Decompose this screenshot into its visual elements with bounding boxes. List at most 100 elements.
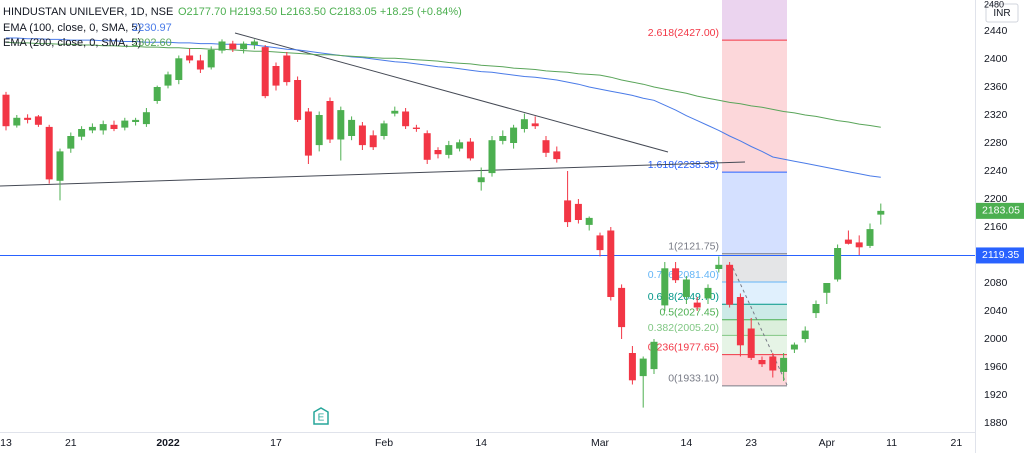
candle-body (337, 110, 345, 140)
candle-body (2, 94, 10, 127)
candle-body (391, 110, 399, 114)
ema-line (5, 41, 881, 128)
candle-body (142, 112, 150, 125)
candle-body (758, 360, 766, 365)
candle-body (358, 125, 366, 146)
candle-body (121, 120, 129, 128)
legend-entry: EMA (100, close, 0, SMA, 5) (3, 22, 141, 34)
candle-body (261, 47, 269, 97)
candle-body (531, 123, 539, 127)
fib-level-label: 2.618(2427.00) (648, 27, 719, 39)
candle-body (240, 43, 248, 50)
candle-body (520, 119, 528, 129)
candle-body (855, 242, 863, 248)
candle-body (294, 80, 302, 120)
candle-body (67, 136, 75, 149)
candle-body (348, 119, 356, 136)
fib-level-label: 0(1933.10) (668, 373, 719, 385)
candle-body (153, 87, 161, 101)
candle-body (196, 60, 204, 70)
legend-entry: EMA (200, close, 0, SMA, 5) (3, 37, 141, 49)
x-tick-label: 14 (681, 437, 693, 449)
fib-level-label: 0.236(1977.65) (648, 341, 719, 353)
y-tick-label: 2080 (984, 277, 1008, 289)
candle-body (488, 140, 496, 174)
ema-line (6, 37, 881, 178)
candle-body (704, 287, 712, 299)
x-tick-label: Mar (591, 437, 610, 449)
fib-zone-above (722, 0, 787, 41)
fib-level-label: 0.786(2081.40) (648, 269, 719, 281)
candle-body (218, 41, 226, 51)
candle-body (13, 117, 21, 126)
fib-level-label: 1(2121.75) (668, 241, 719, 253)
candle-body (477, 177, 485, 183)
fib-level-label: 1.618(2238.35) (648, 159, 719, 171)
earnings-icon[interactable]: E (313, 407, 329, 425)
currency-badge[interactable] (985, 3, 1019, 23)
fib-level-label: 0.5(2027.45) (659, 307, 719, 319)
candle-body (823, 283, 831, 293)
y-tick-label: 1920 (984, 389, 1008, 401)
candle-body (682, 279, 690, 297)
candle-body (736, 297, 744, 346)
x-tick-label: Feb (375, 437, 393, 449)
candle-body (402, 111, 410, 127)
x-tick-label: 21 (951, 437, 963, 449)
last-price-label: 2183.05 (982, 205, 1020, 217)
candle-body (24, 117, 32, 120)
candle-body (445, 145, 453, 155)
y-tick-label: 2240 (984, 165, 1008, 177)
candle-body (175, 58, 183, 80)
candle-body (78, 129, 86, 137)
candle-body (186, 55, 194, 61)
y-tick-label: 2040 (984, 305, 1008, 317)
candle-body (769, 356, 777, 371)
candle-body (618, 287, 626, 328)
y-tick-label: 2320 (984, 109, 1008, 121)
candle-body (250, 41, 258, 45)
hline-price-badge (976, 247, 1024, 264)
candle-body (650, 341, 658, 370)
candle-body (34, 116, 42, 125)
candle-body (564, 200, 572, 223)
x-tick-label: 13 (0, 437, 12, 449)
fib-zone (722, 354, 787, 386)
candle-body (434, 150, 442, 155)
earnings-letter[interactable]: E (318, 413, 325, 424)
candle-body (639, 358, 647, 377)
candle-body (844, 239, 852, 244)
y-tick-label: 2360 (984, 81, 1008, 93)
candle-body (726, 264, 734, 305)
trend-line (234, 32, 669, 153)
candle-body (801, 330, 809, 339)
y-tick-label: 2440 (984, 25, 1008, 37)
candle-body (553, 151, 561, 160)
candle-body (790, 344, 798, 350)
x-tick-label: 21 (65, 437, 77, 449)
candle-body (747, 328, 755, 358)
candle-body (369, 135, 377, 148)
candle-body (304, 111, 312, 156)
candle-body (585, 217, 593, 225)
candle-body (229, 43, 237, 50)
currency-label[interactable]: INR (993, 8, 1010, 19)
candle-body (164, 74, 172, 86)
chart-title: HINDUSTAN UNILEVER, 1D, NSE (3, 6, 173, 18)
candle-body (88, 126, 96, 131)
legend-value: 2230.97 (132, 22, 172, 34)
y-tick-label: 2480 (984, 0, 1004, 9)
y-tick-label: 2000 (984, 333, 1008, 345)
candle-body (326, 101, 334, 140)
candle-body (877, 210, 885, 215)
earnings-badge[interactable] (313, 407, 329, 425)
candle-body (110, 124, 118, 129)
candle-body (628, 353, 636, 381)
x-tick-label: 14 (475, 437, 487, 449)
x-tick-label: 2022 (156, 437, 180, 449)
legend: HINDUSTAN UNILEVER, 1D, NSE O2177.70 H21… (3, 6, 462, 49)
x-tick-label: 11 (886, 437, 897, 449)
candle-body (574, 203, 582, 220)
candle-body (834, 248, 842, 280)
